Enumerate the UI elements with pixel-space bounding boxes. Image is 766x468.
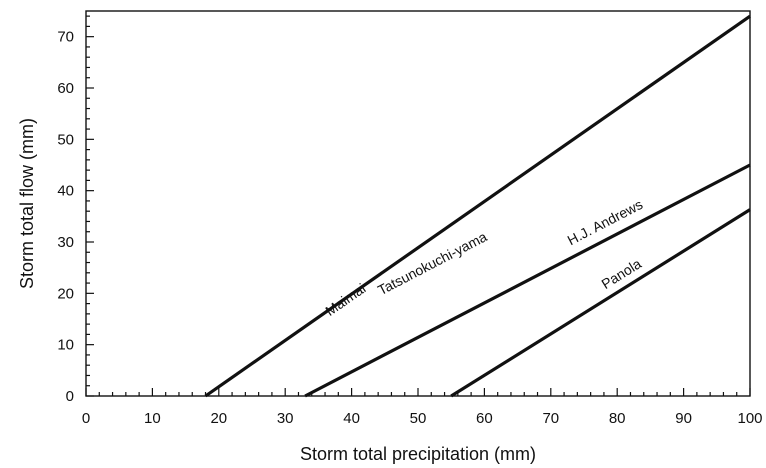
- x-tick-label: 90: [675, 410, 692, 427]
- y-tick-label: 60: [57, 80, 74, 97]
- x-tick-label: 0: [82, 410, 90, 427]
- series-line-maimai: [204, 14, 751, 398]
- series-line-panola: [450, 208, 751, 398]
- x-tick-label: 30: [277, 410, 294, 427]
- y-axis-label: Storm total flow (mm): [17, 118, 37, 289]
- y-tick-label: 40: [57, 183, 74, 200]
- y-tick-label: 0: [66, 388, 74, 405]
- y-tick-label: 20: [57, 285, 74, 302]
- x-tick-label: 70: [542, 410, 559, 427]
- x-tick-label: 50: [410, 410, 427, 427]
- series-label-panola: Panola: [598, 255, 644, 292]
- y-tick-label: 30: [57, 234, 74, 251]
- y-tick-label: 50: [57, 131, 74, 148]
- x-tick-label: 60: [476, 410, 493, 427]
- x-tick-label: 40: [343, 410, 360, 427]
- series-line-tatsunokuchi-yama: [304, 163, 751, 398]
- y-tick-label: 70: [57, 29, 74, 46]
- axes: 0 10 20 30 40 50 60 70 80 90 100 0 10 20 30 40 50 60 70: [57, 15, 763, 427]
- y-tick-label: 10: [57, 337, 74, 354]
- x-tick-label: 10: [144, 410, 161, 427]
- x-tick-label: 100: [737, 410, 762, 427]
- x-axis-label: Storm total precipitation (mm): [300, 444, 536, 464]
- series-lines: [204, 14, 751, 398]
- series-label-maimai: Maimai: [322, 280, 368, 319]
- x-tick-label: 20: [210, 410, 227, 427]
- x-tick-label: 80: [609, 410, 626, 427]
